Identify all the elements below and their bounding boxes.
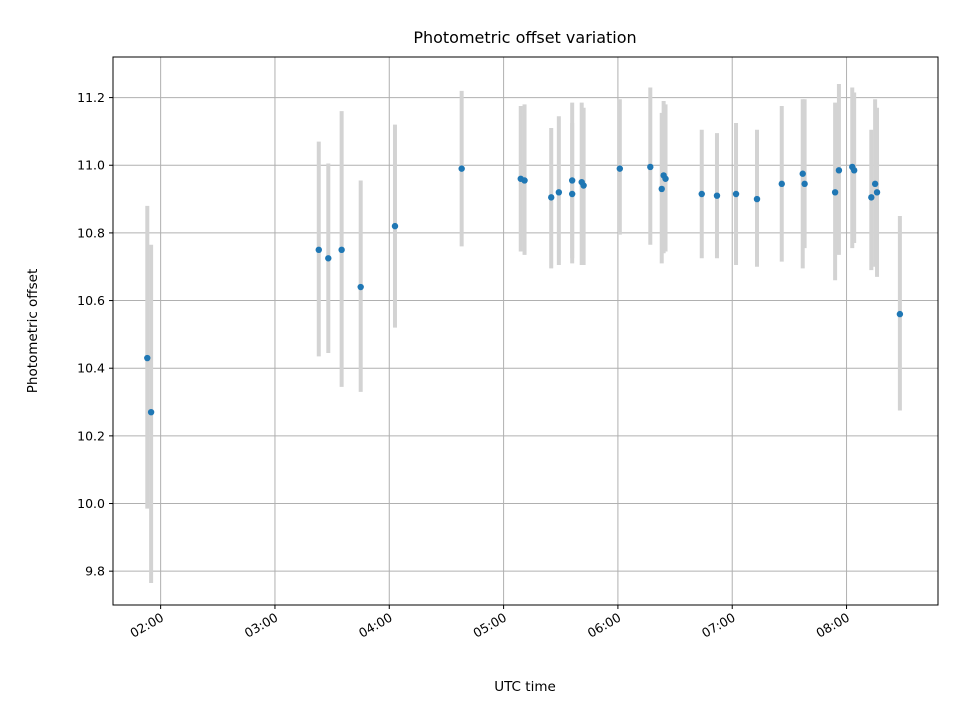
data-point xyxy=(144,354,151,362)
error-bars xyxy=(145,84,902,584)
data-point xyxy=(391,222,399,230)
plot-frame xyxy=(112,56,939,606)
data-point xyxy=(325,255,332,262)
x-axis-label: UTC time xyxy=(494,679,556,695)
data-point xyxy=(868,194,875,201)
data-point xyxy=(338,246,345,254)
data-point xyxy=(647,163,654,171)
data-point xyxy=(801,180,808,188)
data-point xyxy=(896,310,904,318)
data-points xyxy=(144,163,904,416)
data-point xyxy=(778,180,785,188)
y-tick-label: 10.6 xyxy=(77,293,105,308)
y-tick-label: 11.2 xyxy=(77,90,105,105)
data-point xyxy=(147,408,155,416)
y-tick-label: 9.8 xyxy=(85,564,105,579)
y-tick-label: 10.8 xyxy=(77,225,105,240)
data-point xyxy=(850,167,858,174)
data-point xyxy=(831,189,839,196)
x-tick-label: 04:00 xyxy=(356,610,395,641)
data-point xyxy=(458,165,465,172)
y-tick-label: 10.4 xyxy=(77,361,105,376)
chart-title: Photometric offset variation xyxy=(413,28,636,47)
data-point xyxy=(732,190,740,198)
data-point xyxy=(713,192,721,199)
data-point xyxy=(521,177,528,184)
data-point xyxy=(357,283,364,291)
data-point xyxy=(555,189,563,196)
data-point xyxy=(548,194,555,201)
x-tick-label: 07:00 xyxy=(699,610,738,641)
data-point xyxy=(568,190,576,198)
data-point xyxy=(580,182,587,189)
x-tick-label: 02:00 xyxy=(127,610,166,641)
data-point xyxy=(871,180,879,188)
data-point xyxy=(753,195,761,203)
data-point xyxy=(315,246,322,254)
data-point xyxy=(658,185,665,193)
y-tick-label: 10.2 xyxy=(77,428,105,443)
data-point xyxy=(799,170,806,177)
y-tick-label: 11.0 xyxy=(77,158,105,173)
data-point xyxy=(616,165,624,172)
x-tick-label: 03:00 xyxy=(242,610,281,641)
data-point xyxy=(662,175,669,182)
x-tick-label: 05:00 xyxy=(470,610,509,641)
x-tick-label: 08:00 xyxy=(813,610,852,641)
x-tick-label: 06:00 xyxy=(585,610,624,641)
y-tick-label: 10.0 xyxy=(77,496,105,511)
data-point xyxy=(835,167,843,174)
data-point xyxy=(568,177,576,184)
data-point xyxy=(698,190,705,198)
y-axis-label: Photometric offset xyxy=(25,269,41,393)
data-point xyxy=(873,189,881,196)
